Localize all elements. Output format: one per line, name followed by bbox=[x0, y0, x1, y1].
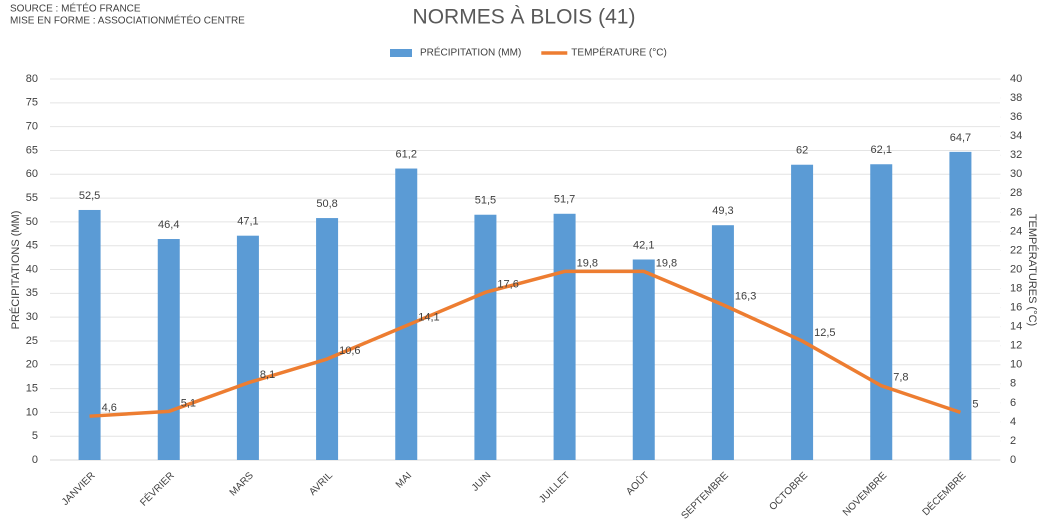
line-value-label: 4,6 bbox=[102, 402, 117, 414]
x-tick-label: OCTOBRE bbox=[767, 470, 810, 513]
y-tick-label: 65 bbox=[26, 144, 38, 156]
credit-note: MISE EN FORME : ASSOCIATIONMÉTÉO CENTRE bbox=[10, 14, 245, 27]
y2-tick-label: 6 bbox=[1010, 397, 1016, 409]
line bbox=[89, 269, 961, 418]
bar-value-label: 51,7 bbox=[554, 194, 575, 206]
y2-tick-label: 34 bbox=[1010, 130, 1022, 142]
bar-value-label: 52,5 bbox=[79, 190, 100, 202]
y2-tick-label: 0 bbox=[1010, 454, 1016, 466]
y2-tick-label: 24 bbox=[1010, 225, 1022, 237]
y-tick-label: 0 bbox=[32, 454, 38, 466]
y2-tick-label: 38 bbox=[1010, 92, 1022, 104]
y-tick-label: 75 bbox=[26, 97, 38, 109]
line-value-label: 7,8 bbox=[893, 372, 908, 384]
x-tick-label: SEPTEMBRE bbox=[680, 470, 732, 520]
y2-tick-label: 26 bbox=[1010, 206, 1022, 218]
bar-value-label: 47,1 bbox=[237, 216, 258, 228]
y-tick-label: 30 bbox=[26, 311, 38, 323]
y-tick-label: 50 bbox=[26, 216, 38, 228]
chart-title: NORMES À BLOIS (41) bbox=[413, 6, 636, 29]
y2-tick-label: 28 bbox=[1010, 187, 1022, 199]
bar bbox=[474, 214, 497, 460]
line-value-label: 5 bbox=[972, 398, 978, 410]
bar-value-label: 50,8 bbox=[316, 198, 337, 210]
x-tick-label: AOÛT bbox=[623, 469, 652, 498]
bar-value-label: 46,4 bbox=[158, 219, 179, 231]
x-tick-label: JANVIER bbox=[60, 470, 98, 508]
bar-value-label: 42,1 bbox=[633, 239, 654, 251]
y2-tick-label: 12 bbox=[1010, 340, 1022, 352]
bar-value-label: 62 bbox=[796, 145, 808, 157]
x-tick-label: JUILLET bbox=[537, 470, 572, 505]
x-tick-label: AVRIL bbox=[307, 470, 335, 498]
y-axis-label: PRÉCIPITATIONS (MM) bbox=[9, 211, 22, 330]
legend-label: PRÉCIPITATION (MM) bbox=[420, 46, 521, 59]
y2-tick-label: 32 bbox=[1010, 149, 1022, 161]
line-value-label: 8,1 bbox=[260, 369, 275, 381]
y2-tick-label: 4 bbox=[1010, 416, 1016, 428]
source-note: SOURCE : MÉTÉO FRANCE bbox=[10, 2, 141, 15]
bar bbox=[316, 218, 339, 460]
y2-tick-label: 18 bbox=[1010, 282, 1022, 294]
bar bbox=[553, 213, 576, 460]
bar bbox=[949, 151, 972, 460]
y2-axis-label: TEMPÉRATURES (°C) bbox=[1026, 214, 1039, 326]
bar bbox=[157, 239, 180, 460]
y-tick-label: 20 bbox=[26, 359, 38, 371]
line-value-label: 5,1 bbox=[181, 397, 196, 409]
line-value-label: 12,5 bbox=[814, 327, 835, 339]
bar-value-label: 49,3 bbox=[712, 205, 733, 217]
bar bbox=[632, 259, 655, 460]
x-tick-label: NOVEMBRE bbox=[841, 470, 889, 518]
line-value-label: 10,6 bbox=[339, 345, 360, 357]
y2-tick-label: 10 bbox=[1010, 359, 1022, 371]
y-tick-label: 25 bbox=[26, 335, 38, 347]
line-value-label: 19,8 bbox=[577, 257, 598, 269]
bar bbox=[711, 225, 734, 460]
x-tick-label: JUIN bbox=[470, 470, 494, 494]
y2-tick-label: 30 bbox=[1010, 168, 1022, 180]
y2-tick-label: 40 bbox=[1010, 73, 1022, 85]
x-tick-label: DÉCEMBRE bbox=[919, 469, 969, 519]
y-tick-label: 80 bbox=[26, 73, 38, 85]
legend-label: TEMPÉRATURE (°C) bbox=[571, 46, 666, 59]
y2-tick-label: 8 bbox=[1010, 378, 1016, 390]
y-tick-label: 60 bbox=[26, 168, 38, 180]
y2-tick-label: 22 bbox=[1010, 244, 1022, 256]
bar bbox=[236, 235, 259, 460]
y-tick-label: 45 bbox=[26, 240, 38, 252]
bar-value-label: 51,5 bbox=[475, 195, 496, 207]
bar-value-label: 61,2 bbox=[396, 148, 417, 160]
y2-tick-label: 2 bbox=[1010, 435, 1016, 447]
y2-tick-label: 36 bbox=[1010, 111, 1022, 123]
y-tick-label: 35 bbox=[26, 287, 38, 299]
y2-tick-label: 20 bbox=[1010, 263, 1022, 275]
y2-tick-label: 16 bbox=[1010, 302, 1022, 314]
line-value-label: 17,6 bbox=[497, 278, 518, 290]
y-tick-label: 70 bbox=[26, 121, 38, 133]
bar bbox=[78, 209, 101, 460]
y-tick-label: 40 bbox=[26, 263, 38, 275]
y-tick-label: 15 bbox=[26, 382, 38, 394]
bar bbox=[395, 168, 418, 460]
y-tick-label: 55 bbox=[26, 192, 38, 204]
y-tick-label: 10 bbox=[26, 406, 38, 418]
y2-tick-label: 14 bbox=[1010, 321, 1022, 333]
line-value-label: 14,1 bbox=[418, 312, 439, 324]
line-value-label: 16,3 bbox=[735, 291, 756, 303]
bar-value-label: 64,7 bbox=[950, 132, 971, 144]
legend-swatch bbox=[390, 49, 412, 57]
y-tick-label: 5 bbox=[32, 430, 38, 442]
x-tick-label: FÉVRIER bbox=[137, 469, 177, 509]
x-tick-label: MAI bbox=[394, 470, 414, 490]
line-value-label: 19,8 bbox=[656, 257, 677, 269]
bar bbox=[791, 164, 814, 460]
x-tick-label: MARS bbox=[228, 470, 256, 498]
bar-value-label: 62,1 bbox=[871, 144, 892, 156]
bar bbox=[870, 164, 893, 460]
